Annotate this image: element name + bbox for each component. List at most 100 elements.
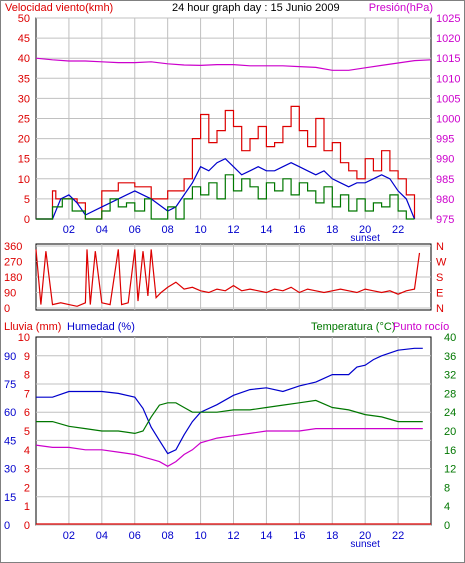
wind-speed-tick-label: 0 xyxy=(24,214,30,226)
chart-title: 24 hour graph day : 15 Junio 2009 xyxy=(172,2,340,14)
temperature-tick-label: 24 xyxy=(444,407,456,419)
humidity-tick-label: 15 xyxy=(4,492,16,504)
rain-tick-label: 1 xyxy=(24,501,30,513)
temperature-tick-label: 20 xyxy=(444,426,456,438)
x-tick-label: 18 xyxy=(326,530,338,542)
rain-tick-label: 6 xyxy=(24,407,30,419)
wind-speed-tick-label: 5 xyxy=(24,194,30,206)
wind-speed-tick-label: 10 xyxy=(18,174,30,186)
x-tick-label: 20 xyxy=(359,224,371,236)
sunset-label: sunset xyxy=(350,539,380,550)
pressure-tick-label: 1010 xyxy=(436,73,460,85)
temperature-tick-label: 0 xyxy=(444,520,450,532)
x-tick-label: 12 xyxy=(227,224,239,236)
wind-speed-tick-label: 20 xyxy=(18,134,30,146)
wind-direction-series xyxy=(35,249,421,307)
direction-degree-tick-label: 270 xyxy=(4,257,22,269)
wind-speed-tick-label: 30 xyxy=(18,93,30,105)
humidity-tick-label: 45 xyxy=(4,435,16,447)
humidity-temperature-series xyxy=(35,347,431,525)
temperature-tick-label: 40 xyxy=(444,332,456,344)
wind-pressure-series xyxy=(35,57,432,220)
direction-degree-tick-label: 90 xyxy=(4,288,16,300)
x-tick-label: 06 xyxy=(129,224,141,236)
x-tick-label: 14 xyxy=(260,530,272,542)
rain-tick-label: 3 xyxy=(24,464,30,476)
sunset-label: sunset xyxy=(350,233,380,244)
wind-speed-tick-label: 15 xyxy=(18,154,30,166)
rain-tick-label: 4 xyxy=(24,445,30,457)
wind-speed-tick-label: 35 xyxy=(18,73,30,85)
wind-speed-tick-label: 50 xyxy=(18,13,30,25)
x-tick-label: 02 xyxy=(63,530,75,542)
rain-axis-title: Lluvia (mm) xyxy=(4,321,61,333)
wind-series-line xyxy=(36,105,416,220)
pressure-tick-label: 975 xyxy=(436,214,454,226)
compass-label: W xyxy=(436,257,447,269)
x-tick-label: 02 xyxy=(63,224,75,236)
dewpoint-series-line xyxy=(35,428,423,467)
temperature-axis: 0 4 8 12 16 20 24 28 32 36 40 xyxy=(444,332,456,532)
pressure-tick-label: 985 xyxy=(436,174,454,186)
wind-pressure-x-axis: 02 04 06 08 10 12 14 16 18 20 22 xyxy=(63,224,404,236)
x-tick-label: 10 xyxy=(194,530,206,542)
pressure-tick-label: 990 xyxy=(436,154,454,166)
wind-speed-tick-label: 25 xyxy=(18,114,30,126)
temperature-tick-label: 36 xyxy=(444,351,456,363)
direction-degree-tick-label: 360 xyxy=(4,241,22,253)
humidity-series-line xyxy=(36,347,423,455)
pressure-tick-label: 995 xyxy=(436,134,454,146)
x-tick-label: 22 xyxy=(392,530,404,542)
humidity-tick-label: 90 xyxy=(4,351,16,363)
direction-degree-tick-label: 0 xyxy=(4,303,10,315)
temperature-tick-label: 16 xyxy=(444,445,456,457)
pressure-tick-label: 1005 xyxy=(436,93,460,105)
avg_wind-series-line xyxy=(36,157,416,220)
x-tick-label: 14 xyxy=(260,224,272,236)
x-tick-label: 04 xyxy=(96,224,108,236)
compass-label: N xyxy=(436,303,444,315)
dewpoint-axis-title: Punto rocío xyxy=(393,321,449,333)
x-tick-label: 08 xyxy=(162,530,174,542)
wind-direction-degree-axis: 0 90 180 270 360 xyxy=(4,241,22,315)
rain-tick-label: 10 xyxy=(18,332,30,344)
x-tick-label: 12 xyxy=(227,530,239,542)
wind-speed-axis-title: Velocidad viento(kmh) xyxy=(5,2,113,14)
humidity-axis-title: Humedad (%) xyxy=(67,321,135,333)
pressure-series-line xyxy=(35,57,432,71)
humidity-tick-label: 60 xyxy=(4,407,16,419)
rain-tick-label: 8 xyxy=(24,370,30,382)
humidity-tick-label: 30 xyxy=(4,464,16,476)
compass-label: E xyxy=(436,288,443,300)
humidity-tick-label: 75 xyxy=(4,379,16,391)
x-tick-label: 22 xyxy=(392,224,404,236)
rain-tick-label: 9 xyxy=(24,351,30,363)
rain-tick-label: 0 xyxy=(24,520,30,532)
humidity-temperature-x-axis: 02 04 06 08 10 12 14 16 18 20 22 xyxy=(63,530,404,542)
rain-tick-label: 7 xyxy=(24,388,30,400)
temperature-tick-label: 28 xyxy=(444,388,456,400)
wind-speed-axis: 0 5 10 15 20 25 30 35 40 45 50 xyxy=(18,13,30,226)
compass-label: N xyxy=(436,241,444,253)
pressure-tick-label: 980 xyxy=(436,194,454,206)
rain-axis: 0 1 2 3 4 5 6 7 8 9 10 xyxy=(18,332,30,532)
pressure-tick-label: 1000 xyxy=(436,114,460,126)
x-tick-label: 16 xyxy=(293,224,305,236)
humidity-tick-label: 0 xyxy=(4,520,10,532)
x-tick-label: 18 xyxy=(326,224,338,236)
wind-speed-tick-label: 45 xyxy=(18,33,30,45)
temperature-tick-label: 8 xyxy=(444,482,450,494)
temperature-tick-label: 32 xyxy=(444,370,456,382)
humidity-temperature-grid xyxy=(36,337,431,526)
pressure-tick-label: 1015 xyxy=(436,53,460,65)
rain-tick-label: 5 xyxy=(24,426,30,438)
pressure-axis-title: Presión(hPa) xyxy=(369,2,433,14)
wind-direction-series-line xyxy=(35,249,421,307)
x-tick-label: 04 xyxy=(96,530,108,542)
calm-series-line xyxy=(36,174,415,220)
pressure-axis: 975 980 985 990 995 1000 1005 1010 1015 1020 1025 xyxy=(436,13,460,226)
